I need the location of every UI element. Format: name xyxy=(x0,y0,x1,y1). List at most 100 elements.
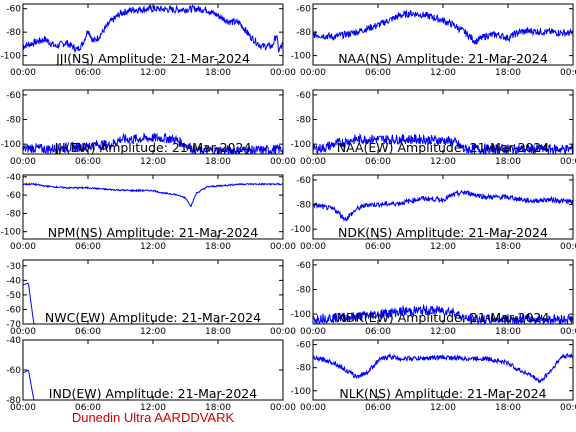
y-tick-label: -60 xyxy=(6,366,21,376)
y-tick-label: -60 xyxy=(6,5,21,15)
x-tick-label: 12:00 xyxy=(140,327,166,337)
x-tick-label: 00:00 xyxy=(560,242,576,252)
x-tick-label: 12:00 xyxy=(430,403,456,413)
x-tick-label: 12:00 xyxy=(140,403,166,413)
chart-panel-4: -100 -80 -60 00:00 06:00 12:00 18:00 00:00 NAA(E… xyxy=(291,89,576,167)
chart-title: NAA(EW) Amplitude: 21-Mar-2024 xyxy=(337,140,550,155)
x-tick-label: 12:00 xyxy=(140,242,166,252)
x-tick-label: 18:00 xyxy=(495,403,521,413)
y-tick-label: -80 xyxy=(6,116,21,126)
x-tick-label: 06:00 xyxy=(365,157,391,167)
x-tick-label: 18:00 xyxy=(495,68,521,78)
x-tick-label: 06:00 xyxy=(75,68,101,78)
x-tick-label: 00:00 xyxy=(560,403,576,413)
y-tick-label: -100 xyxy=(1,52,22,62)
x-tick-label: 00:00 xyxy=(560,327,576,337)
y-tick-label: -100 xyxy=(291,310,312,320)
x-tick-label: 06:00 xyxy=(365,242,391,252)
y-tick-label: -100 xyxy=(1,140,22,150)
y-tick-label: -100 xyxy=(291,387,312,397)
chart-panel-10: -100 -80 -60 00:00 06:00 12:00 18:00 00:00 NLK(N… xyxy=(291,339,576,413)
x-tick-label: 12:00 xyxy=(430,68,456,78)
chart-title: NWC(EW) Amplitude: 21-Mar-2024 xyxy=(45,310,261,325)
x-tick-label: 00:00 xyxy=(300,327,326,337)
x-tick-label: 00:00 xyxy=(300,242,326,252)
x-tick-label: 00:00 xyxy=(300,403,326,413)
x-tick-label: 00:00 xyxy=(10,157,36,167)
y-tick-label: -60 xyxy=(296,341,311,351)
x-tick-label: 00:00 xyxy=(270,68,296,78)
x-tick-label: 00:00 xyxy=(10,327,36,337)
y-tick-label: -80 xyxy=(296,28,311,38)
y-tick-label: -60 xyxy=(296,176,311,186)
chart-panel-7: -70 -60 -50 -40 -30 00:00 06:00 12:00 18:00 00:00… xyxy=(6,259,296,337)
x-tick-label: 00:00 xyxy=(300,68,326,78)
y-tick-label: -80 xyxy=(296,201,311,211)
y-tick-label: -80 xyxy=(6,28,21,38)
x-tick-label: 18:00 xyxy=(205,327,231,337)
x-tick-label: 00:00 xyxy=(270,157,296,167)
x-tick-label: 18:00 xyxy=(495,242,521,252)
chart-panel-8: -100 -80 -60 00:00 06:00 12:00 18:00 00:00 NDK(E… xyxy=(291,259,576,337)
y-tick-label: -80 xyxy=(6,209,21,219)
signal-trace xyxy=(313,352,573,384)
x-tick-label: 18:00 xyxy=(205,68,231,78)
x-tick-label: 12:00 xyxy=(430,157,456,167)
y-tick-label: -40 xyxy=(6,173,21,183)
y-tick-label: -60 xyxy=(6,305,21,315)
y-tick-label: -30 xyxy=(6,262,21,272)
chart-title: NDK(NS) Amplitude: 21-Mar-2024 xyxy=(338,225,548,240)
y-tick-label: -60 xyxy=(6,191,21,201)
chart-panel-5: -100 -80 -60 -40 00:00 06:00 12:00 18:00 00:00 NP… xyxy=(1,173,297,252)
x-tick-label: 18:00 xyxy=(495,157,521,167)
x-tick-label: 06:00 xyxy=(75,403,101,413)
x-tick-label: 00:00 xyxy=(270,242,296,252)
x-tick-label: 06:00 xyxy=(365,68,391,78)
chart-title: NDK(EW) Amplitude: 21-Mar-2024 xyxy=(337,310,550,325)
y-tick-label: -80 xyxy=(296,116,311,126)
signal-trace xyxy=(313,303,573,324)
x-tick-label: 18:00 xyxy=(205,242,231,252)
signal-trace xyxy=(23,132,283,154)
y-tick-label: -80 xyxy=(6,396,21,406)
x-tick-label: 18:00 xyxy=(205,157,231,167)
x-tick-label: 06:00 xyxy=(365,403,391,413)
x-tick-label: 00:00 xyxy=(560,68,576,78)
footer-label: Dunedin Ultra AARDDVARK xyxy=(72,410,235,425)
signal-trace xyxy=(313,8,573,45)
chart-title: IND(EW) Amplitude: 21-Mar-2024 xyxy=(49,386,257,401)
x-tick-label: 06:00 xyxy=(75,327,101,337)
signal-trace xyxy=(23,4,283,53)
y-tick-label: -60 xyxy=(296,91,311,101)
chart-title: NLK(NS) Amplitude: 21-Mar-2024 xyxy=(339,386,546,401)
chart-panel-1: -100 -80 -60 00:00 06:00 12:00 18:00 00:00 JJI(N… xyxy=(1,3,296,78)
chart-title: JJI(EW) Amplitude: 21-Mar-2024 xyxy=(54,140,252,155)
x-tick-label: 00:00 xyxy=(560,157,576,167)
x-tick-label: 00:00 xyxy=(10,403,36,413)
x-tick-label: 06:00 xyxy=(75,242,101,252)
y-tick-label: -80 xyxy=(296,364,311,374)
x-tick-label: 06:00 xyxy=(365,327,391,337)
y-tick-label: -100 xyxy=(291,52,312,62)
chart-title: NAA(NS) Amplitude: 21-Mar-2024 xyxy=(338,51,548,66)
chart-title: JJI(NS) Amplitude: 21-Mar-2024 xyxy=(55,51,250,66)
y-tick-label: -40 xyxy=(6,276,21,286)
y-tick-label: -60 xyxy=(296,5,311,15)
x-tick-label: 00:00 xyxy=(10,68,36,78)
x-tick-label: 00:00 xyxy=(300,157,326,167)
x-tick-label: 18:00 xyxy=(205,403,231,413)
y-tick-label: -80 xyxy=(296,286,311,296)
x-tick-label: 12:00 xyxy=(140,157,166,167)
signal-trace xyxy=(313,189,573,222)
y-tick-label: -40 xyxy=(6,336,21,346)
chart-panel-9: -80 -60 -40 00:00 06:00 12:00 18:00 00:00 IND(EW… xyxy=(6,336,296,413)
x-tick-label: 12:00 xyxy=(430,327,456,337)
y-tick-label: -60 xyxy=(6,91,21,101)
x-tick-label: 18:00 xyxy=(495,327,521,337)
chart-panel-3: -100 -80 -60 00:00 06:00 12:00 18:00 00:00 JJI(E… xyxy=(1,89,296,167)
y-tick-label: -60 xyxy=(296,261,311,271)
y-tick-label: -100 xyxy=(291,225,312,235)
x-tick-label: 12:00 xyxy=(430,242,456,252)
y-tick-label: -50 xyxy=(6,291,21,301)
